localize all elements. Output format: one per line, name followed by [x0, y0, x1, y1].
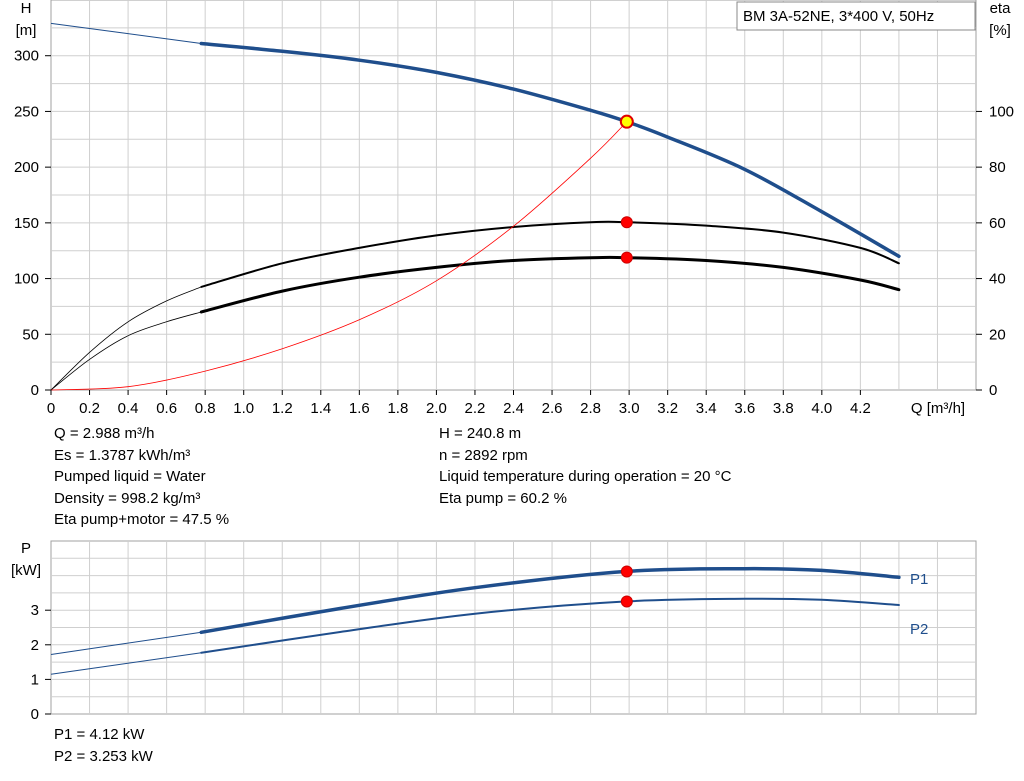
y-right-tick-label: 0	[989, 382, 997, 399]
power-y-tick-label: 0	[31, 706, 39, 723]
speed-readout: n = 2892 rpm	[439, 446, 528, 464]
main-grid	[51, 0, 976, 390]
eta-pump-motor-curve-extrapolated	[50, 311, 202, 391]
power-y-tick-label: 2	[31, 637, 39, 654]
x-tick-label: 3.8	[773, 400, 794, 417]
x-tick-label: 2.6	[542, 400, 563, 417]
pumped-liquid-readout: Pumped liquid = Water	[54, 468, 206, 485]
x-tick-label: 2.0	[426, 400, 447, 417]
power-y-label: P	[21, 540, 31, 557]
x-tick-label: 0.4	[118, 400, 139, 417]
y-right-tick-label: 60	[989, 215, 1006, 232]
x-tick-label: 2.8	[580, 400, 601, 417]
x-tick-label: 3.6	[734, 400, 755, 417]
density-readout: Density = 998.2 kg/m³	[54, 489, 201, 507]
title-box	[736, 1, 976, 31]
y-left-tick-label: 250	[14, 103, 39, 120]
head-readout: H = 240.8 m	[439, 425, 522, 442]
power-y-unit: [kW]	[11, 562, 41, 579]
x-tick-label: 0.2	[79, 400, 100, 417]
p2-series-label: P2	[910, 621, 928, 638]
power-curves	[50, 565, 901, 675]
p2-curve	[200, 597, 900, 654]
y-right-tick-label: 40	[989, 271, 1006, 288]
x-tick-label: 4.2	[850, 400, 871, 417]
power-y-tick-label: 1	[31, 671, 39, 688]
x-tick-label: 0	[47, 400, 55, 417]
liquid-temperature-readout: Liquid temperature during operation = 20…	[439, 468, 732, 485]
eta-pump-motor-marker	[620, 251, 633, 264]
x-axis-label: Q [m³/h]	[911, 400, 965, 417]
info-right-column: H = 240.8 m n = 2892 rpm Liquid temperat…	[439, 423, 731, 509]
eta-pump-curve-extrapolated	[50, 286, 202, 391]
x-tick-label: 3.2	[657, 400, 678, 417]
p1-readout: P1 = 4.12 kW	[54, 726, 145, 743]
main-curves	[50, 22, 901, 391]
p1-curve-extrapolated	[50, 631, 202, 655]
p2-readout: P2 = 3.253 kW	[54, 747, 153, 765]
y-left-label: H	[21, 0, 32, 17]
p2-marker	[620, 595, 633, 608]
x-tick-label: 2.2	[465, 400, 486, 417]
eta-pump-motor-readout: Eta pump+motor = 47.5 %	[54, 511, 230, 528]
y-right-label: eta	[990, 0, 1012, 17]
x-tick-label: 1.0	[233, 400, 254, 417]
x-tick-label: 1.4	[310, 400, 331, 417]
specific-energy-readout: Es = 1.3787 kWh/m³	[54, 446, 191, 464]
p1-curve	[199, 566, 901, 635]
x-tick-label: 3.0	[619, 400, 640, 417]
power-grid	[51, 541, 976, 714]
y-left-unit: [m]	[16, 22, 37, 39]
eta-pump-marker	[620, 216, 633, 229]
y-right-unit: [%]	[989, 22, 1011, 39]
y-right-tick-label: 80	[989, 159, 1006, 176]
p1-marker	[620, 565, 633, 578]
eta-pump-motor-curve	[199, 255, 901, 314]
x-tick-label: 4.0	[811, 400, 832, 417]
duty-point-marker	[619, 114, 634, 129]
y-left-tick-label: 100	[14, 271, 39, 288]
x-tick-label: 3.4	[696, 400, 717, 417]
main-tick-labels: 0 0.2 0.4 0.6 0.8 1.0 1.2 1.4 1.6 1.8 2.0 2.2 2.4 2.6…	[14, 48, 1014, 417]
info-left-column: Q = 2.988 m³/h Es = 1.3787 kWh/m³ Pumped…	[54, 423, 229, 531]
chart-title: BM 3A-52NE, 3*400 V, 50Hz	[743, 8, 934, 25]
x-tick-label: 1.8	[387, 400, 408, 417]
y-left-tick-label: 150	[14, 215, 39, 232]
head-curve-extrapolated	[50, 22, 202, 44]
power-tick-labels: 0 1 2 3	[31, 602, 51, 723]
y-right-tick-label: 100	[989, 103, 1014, 120]
system-curve	[50, 121, 628, 391]
p2-curve-extrapolated	[50, 652, 202, 675]
eta-pump-curve	[200, 220, 900, 288]
flow-readout: Q = 2.988 m³/h	[54, 425, 155, 442]
y-right-tick-label: 20	[989, 326, 1006, 343]
eta-pump-readout: Eta pump = 60.2 %	[439, 489, 567, 507]
x-tick-label: 1.6	[349, 400, 370, 417]
x-tick-label: 1.2	[272, 400, 293, 417]
power-y-tick-label: 3	[31, 602, 39, 619]
y-left-tick-label: 200	[14, 159, 39, 176]
head-curve	[199, 41, 901, 259]
x-tick-label: 0.8	[195, 400, 216, 417]
p1-series-label: P1	[910, 571, 928, 588]
y-left-tick-label: 50	[22, 326, 39, 343]
power-info: P1 = 4.12 kW P2 = 3.253 kW	[54, 724, 153, 767]
y-left-tick-label: 0	[31, 382, 39, 399]
x-tick-label: 0.6	[156, 400, 177, 417]
y-left-tick-label: 300	[14, 48, 39, 65]
x-tick-label: 2.4	[503, 400, 524, 417]
